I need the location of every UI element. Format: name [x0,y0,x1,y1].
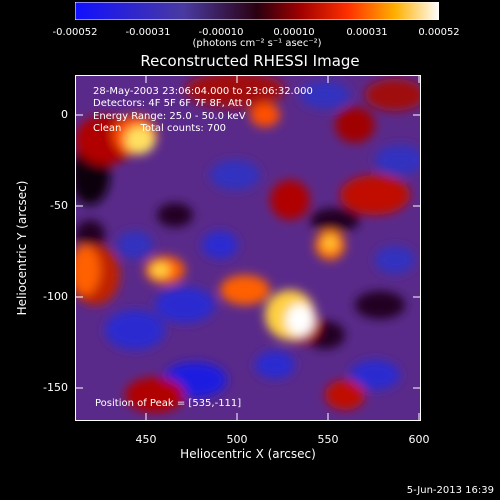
y-tick-label: -150 [43,381,68,394]
info-detectors: Detectors: 4F 5F 6F 7F 8F, Att 0 [93,98,253,110]
colorbar-tick: -0.00052 [52,27,98,38]
info-time-range: 28-May-2003 23:06:04.000 to 23:06:32.000 [93,86,313,97]
colorbar-units: (photons cm⁻² s⁻¹ asec⁻²) [192,38,322,49]
colorbar-tick: 0.00010 [273,27,315,38]
colorbar-tick: 0.00031 [346,27,388,38]
colorbar-tick: -0.00031 [125,27,171,38]
x-tick-label: 450 [135,433,157,446]
x-tick-label: 600 [408,433,430,446]
y-tick-label: -100 [43,290,68,303]
info-energy-range: Energy Range: 25.0 - 50.0 keV [93,110,246,122]
colorbar-tick: -0.00010 [198,27,244,38]
y-tick-label: -50 [50,199,68,212]
y-axis-label: Heliocentric Y (arcsec) [15,180,29,316]
x-axis-label: Heliocentric X (arcsec) [180,447,316,461]
timestamp: 5-Jun-2013 16:39 [406,485,494,496]
rhessi-image [75,75,421,421]
colorbar [75,2,439,20]
x-tick-label: 550 [317,433,339,446]
peak-position: Position of Peak = [535,-111] [95,398,242,409]
y-tick-label: 0 [61,108,68,121]
observation-info: 28-May-2003 23:06:04.000 to 23:06:32.000… [93,86,313,135]
x-tick-label: 500 [226,433,248,446]
plot-title: Reconstructed RHESSI Image [140,52,360,70]
info-counts: Clean Total counts: 700 [93,122,227,134]
colorbar-tick: 0.00052 [418,27,460,38]
